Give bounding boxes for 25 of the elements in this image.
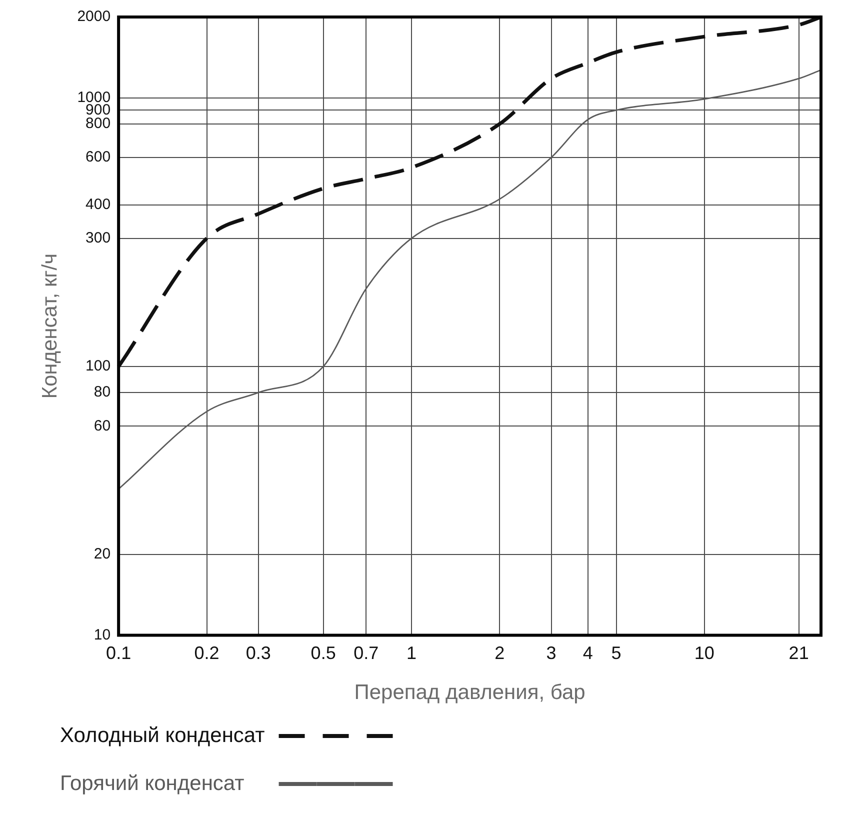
- x-tick-label: 1: [406, 642, 417, 663]
- y-tick-label: 60: [94, 417, 111, 434]
- y-tick-label: 400: [86, 196, 111, 213]
- x-tick-label: 3: [546, 642, 556, 663]
- legend-label: Горячий конденсат: [60, 772, 245, 795]
- y-tick-label: 600: [86, 148, 111, 166]
- x-tick-label: 0.5: [310, 642, 336, 663]
- x-tick-label: 5: [611, 642, 622, 663]
- x-tick-label: 0.3: [246, 642, 271, 663]
- y-tick-label: 80: [94, 384, 111, 401]
- x-tick-label: 10: [694, 642, 714, 663]
- y-tick-label: 10: [94, 626, 111, 644]
- x-tick-label: 4: [582, 642, 593, 663]
- y-axis-title: Конденсат, кг/ч: [38, 253, 62, 399]
- legend-label: Холодный конденсат: [60, 724, 266, 747]
- x-tick-label: 0.2: [194, 642, 220, 663]
- y-tick-label: 100: [86, 358, 111, 375]
- x-tick-label: 0.7: [354, 642, 379, 663]
- y-tick-label: 300: [86, 229, 111, 246]
- x-tick-label: 0.1: [106, 642, 132, 663]
- y-tick-label: 20: [94, 545, 111, 562]
- x-tick-label: 2: [494, 642, 505, 663]
- y-tick-label: 2000: [77, 8, 111, 26]
- x-tick-label: 21: [788, 642, 809, 663]
- x-axis-title: Перепад давления, бар: [354, 681, 586, 704]
